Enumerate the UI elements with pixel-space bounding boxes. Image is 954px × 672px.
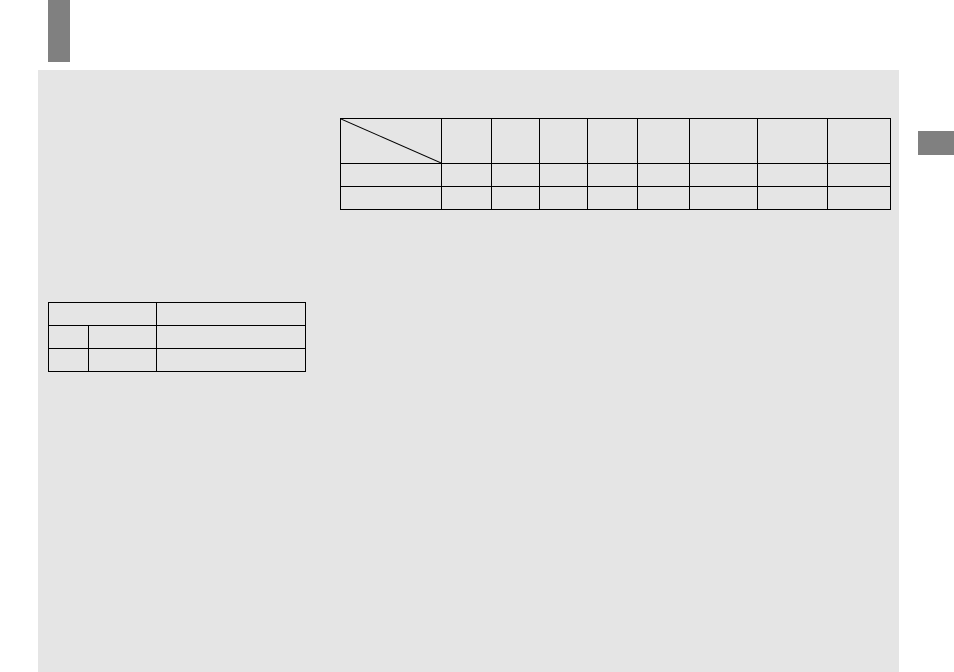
page-canvas [0,0,954,672]
header-diagonal-cell [341,119,442,164]
table-cell [442,187,492,210]
table-header-row [341,119,891,164]
table-cell [49,326,89,349]
table-cell [758,187,828,210]
table-cell [689,164,758,187]
left-gray-tab [48,0,70,62]
header-cell [828,119,891,164]
table-cell [689,187,758,210]
header-cell [588,119,637,164]
table-row [49,349,306,372]
table-cell [492,187,540,210]
table-cell [540,187,588,210]
table-cell [49,349,89,372]
table-row [341,164,891,187]
header-cell [49,303,157,326]
table-cell [89,349,157,372]
header-cell [540,119,588,164]
table-cell [828,187,891,210]
table-cell [442,164,492,187]
table-cell [637,187,689,210]
table-cell [341,164,442,187]
bottom-left-table [48,302,306,372]
table-header-row [49,303,306,326]
table-cell [588,187,637,210]
table-cell [492,164,540,187]
table-cell [758,164,828,187]
table-cell [341,187,442,210]
right-gray-tab [918,131,954,155]
header-cell [492,119,540,164]
header-cell [442,119,492,164]
header-cell [689,119,758,164]
table-cell [828,164,891,187]
diagonal-line-icon [341,119,441,163]
top-right-table [340,118,891,210]
table-cell [157,349,306,372]
table-cell [89,326,157,349]
table-row [341,187,891,210]
table-cell [540,164,588,187]
header-cell [157,303,306,326]
header-cell [758,119,828,164]
table-row [49,326,306,349]
table-cell [637,164,689,187]
header-cell [637,119,689,164]
table-cell [588,164,637,187]
table-cell [157,326,306,349]
